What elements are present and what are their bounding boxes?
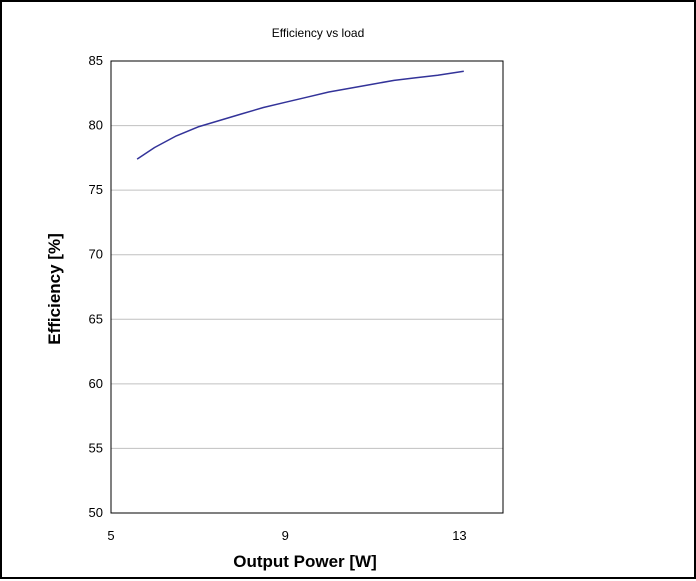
y-tick-label: 50 bbox=[89, 505, 103, 520]
series-group bbox=[136, 70, 464, 160]
y-tick-labels: 50 55 60 65 70 75 80 85 bbox=[89, 53, 103, 520]
y-tick-label: 75 bbox=[89, 182, 103, 197]
y-tick-label: 85 bbox=[89, 53, 103, 68]
x-tick-labels: 5 9 13 bbox=[107, 528, 466, 543]
y-axis-label: Efficiency [%] bbox=[45, 233, 64, 344]
x-tick-label: 5 bbox=[107, 528, 114, 543]
x-axis-label: Output Power [W] bbox=[233, 552, 377, 571]
x-tick-label: 9 bbox=[282, 528, 289, 543]
y-tick-label: 80 bbox=[89, 118, 103, 133]
y-tick-label: 70 bbox=[89, 247, 103, 262]
gridlines bbox=[111, 125, 503, 449]
y-tick-label: 55 bbox=[89, 440, 103, 455]
chart-title: Efficiency vs load bbox=[272, 26, 365, 40]
x-tick-label: 13 bbox=[452, 528, 466, 543]
series-line-0 bbox=[136, 70, 464, 160]
y-tick-label: 65 bbox=[89, 311, 103, 326]
plot-area bbox=[110, 60, 504, 514]
y-tick-label: 60 bbox=[89, 376, 103, 391]
